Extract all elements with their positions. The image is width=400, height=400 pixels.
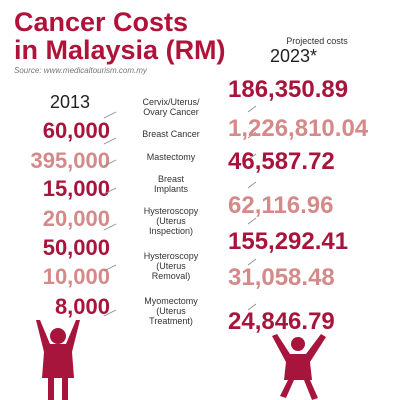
procedure-label: Mastectomy xyxy=(118,152,224,162)
procedure-label: Hysteroscopy (Uterus Removal) xyxy=(118,251,224,281)
procedure-label: Myomectomy (Uterus Treatment) xyxy=(118,296,224,326)
procedure-label-line: Treatment) xyxy=(149,316,193,326)
procedure-label-line: (Uterus xyxy=(156,216,186,226)
cost-2013-value: 8,000 xyxy=(54,294,110,319)
page-title: Cancer Costs in Malaysia (RM) xyxy=(14,8,226,64)
projected-year: 2023* xyxy=(270,46,318,66)
procedure-label-line: Hysteroscopy xyxy=(143,251,199,261)
woman-jumping-icon xyxy=(272,334,326,400)
cost-2023-value: 46,587.72 xyxy=(228,148,335,175)
cost-2023-value: 62,116.96 xyxy=(228,192,334,219)
connector-line xyxy=(103,181,257,195)
connector-line xyxy=(103,153,257,167)
procedure-label: Cervix/Uterus/Ovary Cancer xyxy=(118,97,224,117)
procedure-label-line: Breast xyxy=(157,174,184,184)
cost-2023-value: 186,350.89 xyxy=(228,76,349,103)
cost-2013-value: 15,000 xyxy=(42,176,110,201)
procedure-label-line: Ovary Cancer xyxy=(143,107,199,117)
procedure-label-line: Implants xyxy=(153,184,188,194)
connector-line xyxy=(103,131,257,145)
cost-2023-value: 1,226,810.04 xyxy=(228,115,369,142)
title-line-2: in Malaysia (RM) xyxy=(14,35,226,65)
procedure-label-line: Inspection) xyxy=(148,226,194,236)
source-note: Source: www.medicaltourism.com.my xyxy=(14,66,147,75)
procedure-label-line: Mastectomy xyxy=(146,152,196,162)
cost-2013-value: 60,000 xyxy=(42,118,110,143)
woman-arms-raised-icon xyxy=(36,320,80,400)
cost-2013-value: 20,000 xyxy=(42,206,110,231)
procedure-label-line: Myomectomy xyxy=(144,296,198,306)
cost-2013-value: 10,000 xyxy=(42,264,110,289)
procedure-label-line: Removal) xyxy=(151,271,191,281)
procedure-label: Breast Implants xyxy=(118,174,224,194)
connector-line xyxy=(103,258,257,272)
cost-2013-value: 50,000 xyxy=(42,235,110,260)
procedure-label: Breast Cancer xyxy=(118,129,224,139)
procedure-label: Hysteroscopy (Uterus Inspection) xyxy=(118,206,224,236)
connector-line xyxy=(103,105,257,119)
title-line-1: Cancer Costs xyxy=(14,7,189,37)
projected-costs-label: Projected costs xyxy=(286,36,348,46)
procedure-label-line: (Uterus xyxy=(156,306,186,316)
procedure-label-line: Cervix/Uterus/ xyxy=(142,97,200,107)
cost-2013-value: 395,000 xyxy=(30,148,110,173)
cost-2023-value: 24,846.79 xyxy=(228,308,335,335)
connector-line xyxy=(103,303,257,317)
connector-line xyxy=(103,217,257,231)
procedure-label-line: (Uterus xyxy=(156,261,186,271)
procedure-label-line: Hysteroscopy xyxy=(143,206,199,216)
cost-2023-value: 155,292.41 xyxy=(228,228,349,255)
procedure-label-line: Breast Cancer xyxy=(142,129,200,139)
cost-2023-value: 31,058.48 xyxy=(228,264,335,291)
base-year: 2013 xyxy=(50,92,91,112)
